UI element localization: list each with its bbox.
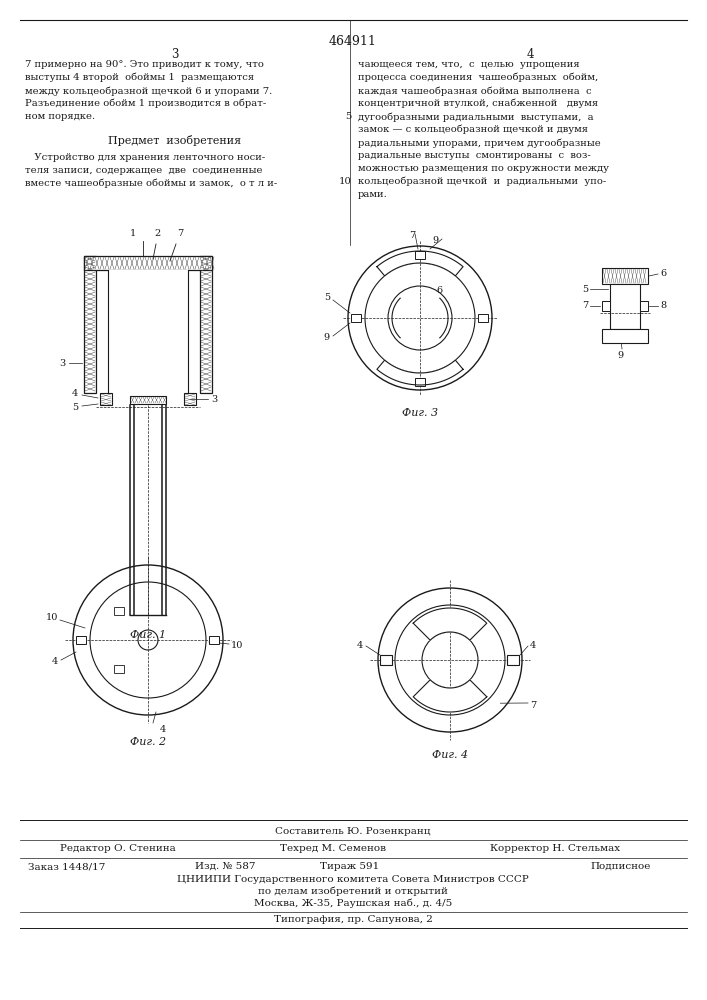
Bar [351,314,361,322]
Text: 4: 4 [52,658,58,666]
Text: 4: 4 [71,388,78,397]
Text: Корректор Н. Стельмах: Корректор Н. Стельмах [490,844,620,853]
Bar [108,270,188,393]
Text: Типография, пр. Сапунова, 2: Типография, пр. Сапунова, 2 [274,915,433,924]
Text: Подписное: Подписное [590,862,650,871]
Text: Фиг. 1: Фиг. 1 [130,630,166,640]
Text: процесса соединения  чашеобразных  обойм,: процесса соединения чашеобразных обойм, [358,73,598,83]
Text: Изд. № 587: Изд. № 587 [195,862,255,871]
Text: Разъединение обойм 1 производится в обрат-: Разъединение обойм 1 производится в обра… [25,99,267,108]
Bar [76,636,86,644]
Text: рами.: рами. [358,190,387,199]
Text: дугообразными радиальными  выступами,  а: дугообразными радиальными выступами, а [358,112,594,121]
Text: 3: 3 [60,359,66,367]
Text: между кольцеобразной щечкой 6 и упорами 7.: между кольцеобразной щечкой 6 и упорами … [25,86,272,96]
Text: Техред М. Семенов: Техред М. Семенов [280,844,386,853]
Text: 6: 6 [660,268,666,277]
Text: 6: 6 [436,286,443,295]
Text: 3: 3 [171,48,179,61]
Text: ЦНИИПИ Государственного комитета Совета Министров СССР: ЦНИИПИ Государственного комитета Совета … [177,875,529,884]
Text: 10: 10 [231,641,243,650]
Text: Составитель Ю. Розенкранц: Составитель Ю. Розенкранц [275,827,431,836]
Text: 4: 4 [357,641,363,650]
Text: вместе чашеобразные обоймы и замок,  о т л и-: вместе чашеобразные обоймы и замок, о т … [25,179,277,188]
Bar [115,665,124,673]
Text: Фиг. 4: Фиг. 4 [432,750,468,760]
Text: 4: 4 [530,641,536,650]
Text: радиальные выступы  смонтированы  с  воз-: радиальные выступы смонтированы с воз- [358,151,591,160]
Text: чающееся тем, что,  с  целью  упрощения: чающееся тем, что, с целью упрощения [358,60,580,69]
Text: 7: 7 [582,302,588,310]
Text: 1: 1 [130,229,136,238]
Bar [184,393,196,405]
Bar [200,256,212,393]
Text: замок — с кольцеобразной щечкой и двумя: замок — с кольцеобразной щечкой и двумя [358,125,588,134]
Text: 10: 10 [46,613,58,622]
Bar [479,314,489,322]
Text: 10: 10 [339,177,352,186]
Text: 5: 5 [324,294,330,302]
Text: Устройство для хранения ленточного носи-: Устройство для хранения ленточного носи- [25,153,265,162]
Text: 5: 5 [582,284,588,294]
Polygon shape [413,680,487,712]
Bar [415,250,425,258]
Bar [602,329,648,343]
Bar [602,301,610,311]
Bar [610,284,640,329]
Text: 4: 4 [160,725,166,734]
Text: по делам изобретений и открытий: по делам изобретений и открытий [258,887,448,896]
Text: Тираж 591: Тираж 591 [320,862,379,871]
Text: теля записи, содержащее  две  соединенные: теля записи, содержащее две соединенные [25,166,262,175]
Text: можностью размещения по окружности между: можностью размещения по окружности между [358,164,609,173]
Bar [415,377,425,385]
Bar [84,256,212,270]
Text: 7: 7 [409,231,415,240]
Text: Фиг. 3: Фиг. 3 [402,408,438,418]
Text: Москва, Ж-35, Раушская наб., д. 4/5: Москва, Ж-35, Раушская наб., д. 4/5 [254,899,452,908]
Text: 4: 4 [526,48,534,61]
Text: Фиг. 2: Фиг. 2 [130,737,166,747]
Polygon shape [377,251,463,276]
Text: 9: 9 [324,334,330,342]
Text: выступы 4 второй  обоймы 1  размещаются: выступы 4 второй обоймы 1 размещаются [25,73,254,83]
Text: 7: 7 [530,700,536,710]
Bar [84,256,96,393]
Text: 7 примерно на 90°. Это приводит к тому, что: 7 примерно на 90°. Это приводит к тому, … [25,60,264,69]
Bar [209,636,219,644]
Text: 5: 5 [346,112,352,121]
Text: Редактор О. Стенина: Редактор О. Стенина [60,844,176,853]
Text: Предмет  изобретения: Предмет изобретения [108,135,242,146]
Bar [115,607,124,615]
Bar [380,655,392,665]
Bar [508,655,520,665]
Text: концентричной втулкой, снабженной   двумя: концентричной втулкой, снабженной двумя [358,99,598,108]
Text: 464911: 464911 [329,35,377,48]
Bar [640,301,648,311]
Polygon shape [413,608,487,640]
Text: 3: 3 [211,394,217,403]
Text: 7: 7 [177,229,183,238]
Text: Заказ 1448/17: Заказ 1448/17 [28,862,105,871]
Text: 9: 9 [617,351,623,360]
Text: кольцеобразной щечкой  и  радиальными  упо-: кольцеобразной щечкой и радиальными упо- [358,177,606,186]
Text: радиальными упорами, причем дугообразные: радиальными упорами, причем дугообразные [358,138,601,147]
Text: 9: 9 [432,236,438,245]
Text: ном порядке.: ном порядке. [25,112,95,121]
Bar [100,393,112,405]
Bar [130,396,166,404]
Text: 8: 8 [660,302,666,310]
Polygon shape [377,360,463,385]
Bar [602,268,648,284]
Text: 5: 5 [72,402,78,412]
Text: каждая чашеобразная обойма выполнена  с: каждая чашеобразная обойма выполнена с [358,86,592,96]
Text: 2: 2 [155,229,161,238]
